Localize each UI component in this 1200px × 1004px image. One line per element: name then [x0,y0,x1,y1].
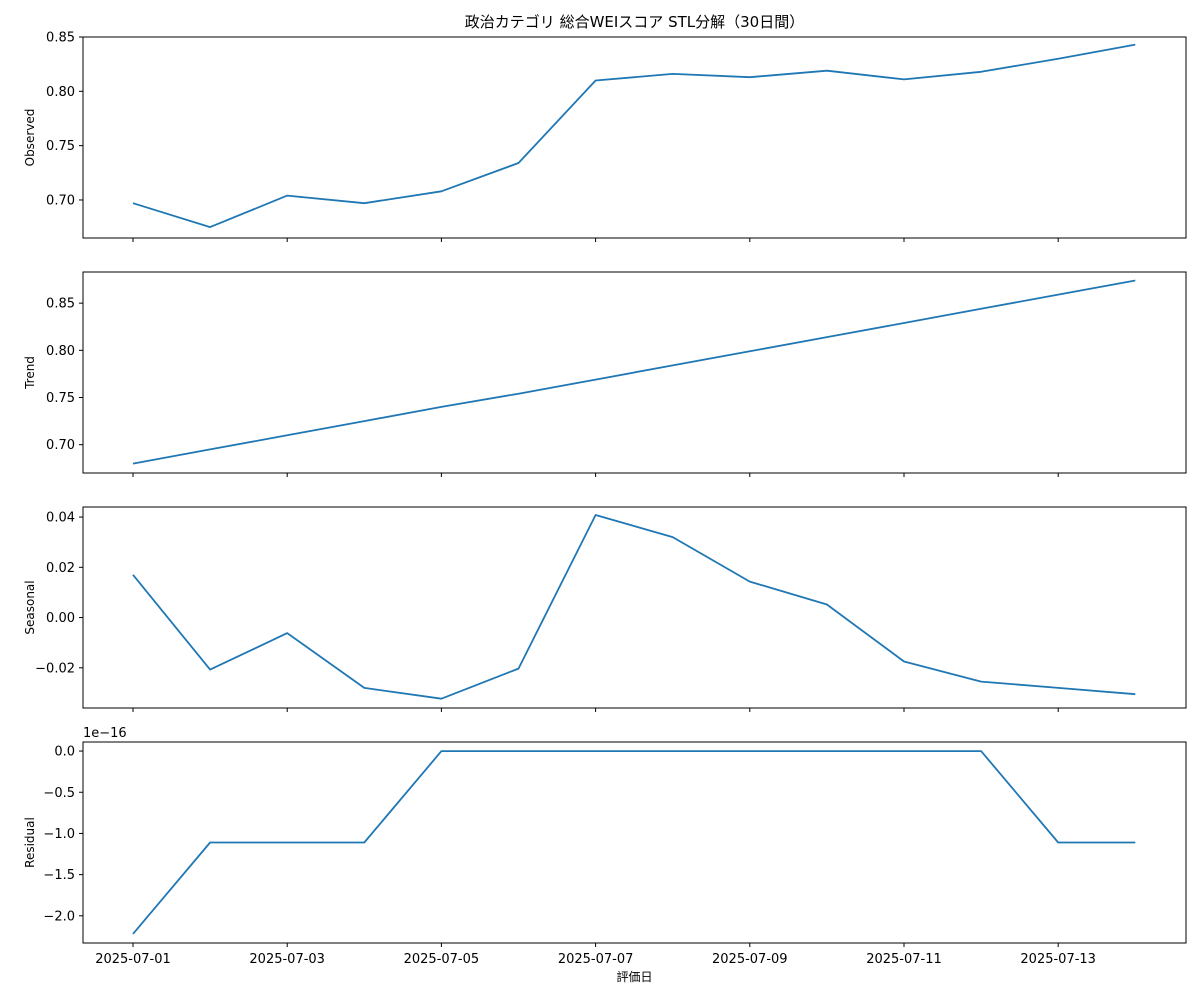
y-tick-label: 0.75 [46,139,75,154]
y-tick-label: −1.5 [43,868,75,883]
x-tick-label: 2025-07-13 [1020,952,1096,967]
axes-frame [82,271,1187,474]
x-axis-label: 評価日 [616,969,652,984]
y-tick-label: 0.02 [46,561,75,576]
panel-seasonal: −0.02 0.00 0.02 0.04 Seasonal [23,506,1187,712]
panel-residual: −2.0 −1.5 −1.0 −0.5 0.0 2025-07-01 2025-07-03 2… [23,726,1187,984]
y-axis-label: Trend [23,356,37,390]
x-tick-label: 2025-07-03 [249,952,325,967]
y-tick-label: 0.0 [54,745,75,760]
y-tick-label: 0.80 [46,344,75,359]
x-tick-label: 2025-07-07 [558,952,634,967]
panel-observed: 0.70 0.75 0.80 0.85 Observed 政治カテゴリ 総合WEIスコア … [23,13,1187,242]
series-line-observed [132,43,1136,229]
panel-trend: 0.70 0.75 0.80 0.85 Trend [23,271,1187,477]
y-tick-label: −0.02 [35,661,75,676]
x-tick-label: 2025-07-09 [712,952,788,967]
chart-title: 政治カテゴリ 総合WEIスコア STL分解（30日間） [465,13,804,31]
y-tick-label: 0.75 [46,391,75,406]
offset-text: 1e−16 [83,726,127,741]
y-tick-label: 0.70 [46,438,75,453]
series-line-residual [132,750,1136,935]
y-tick-label: 0.04 [46,511,75,526]
y-axis-label: Observed [23,109,37,167]
x-tick-label: 2025-07-11 [866,952,942,967]
x-tick-label: 2025-07-01 [95,952,171,967]
x-tick-label: 2025-07-05 [404,952,480,967]
y-tick-label: 0.80 [46,85,75,100]
y-tick-label: 0.85 [46,31,75,46]
y-axis-label: Residual [23,817,37,868]
axes-frame [82,506,1187,709]
series-line-seasonal [132,514,1136,700]
axes-frame [82,36,1187,239]
y-tick-label: −2.0 [43,909,75,924]
axes-frame [82,741,1187,944]
series-line-trend [132,279,1136,465]
y-tick-label: 0.70 [46,193,75,208]
y-axis-label: Seasonal [23,580,37,634]
y-tick-label: −0.5 [43,786,75,801]
y-tick-label: −1.0 [43,827,75,842]
y-tick-label: 0.85 [46,297,75,312]
y-tick-label: 0.00 [46,611,75,626]
